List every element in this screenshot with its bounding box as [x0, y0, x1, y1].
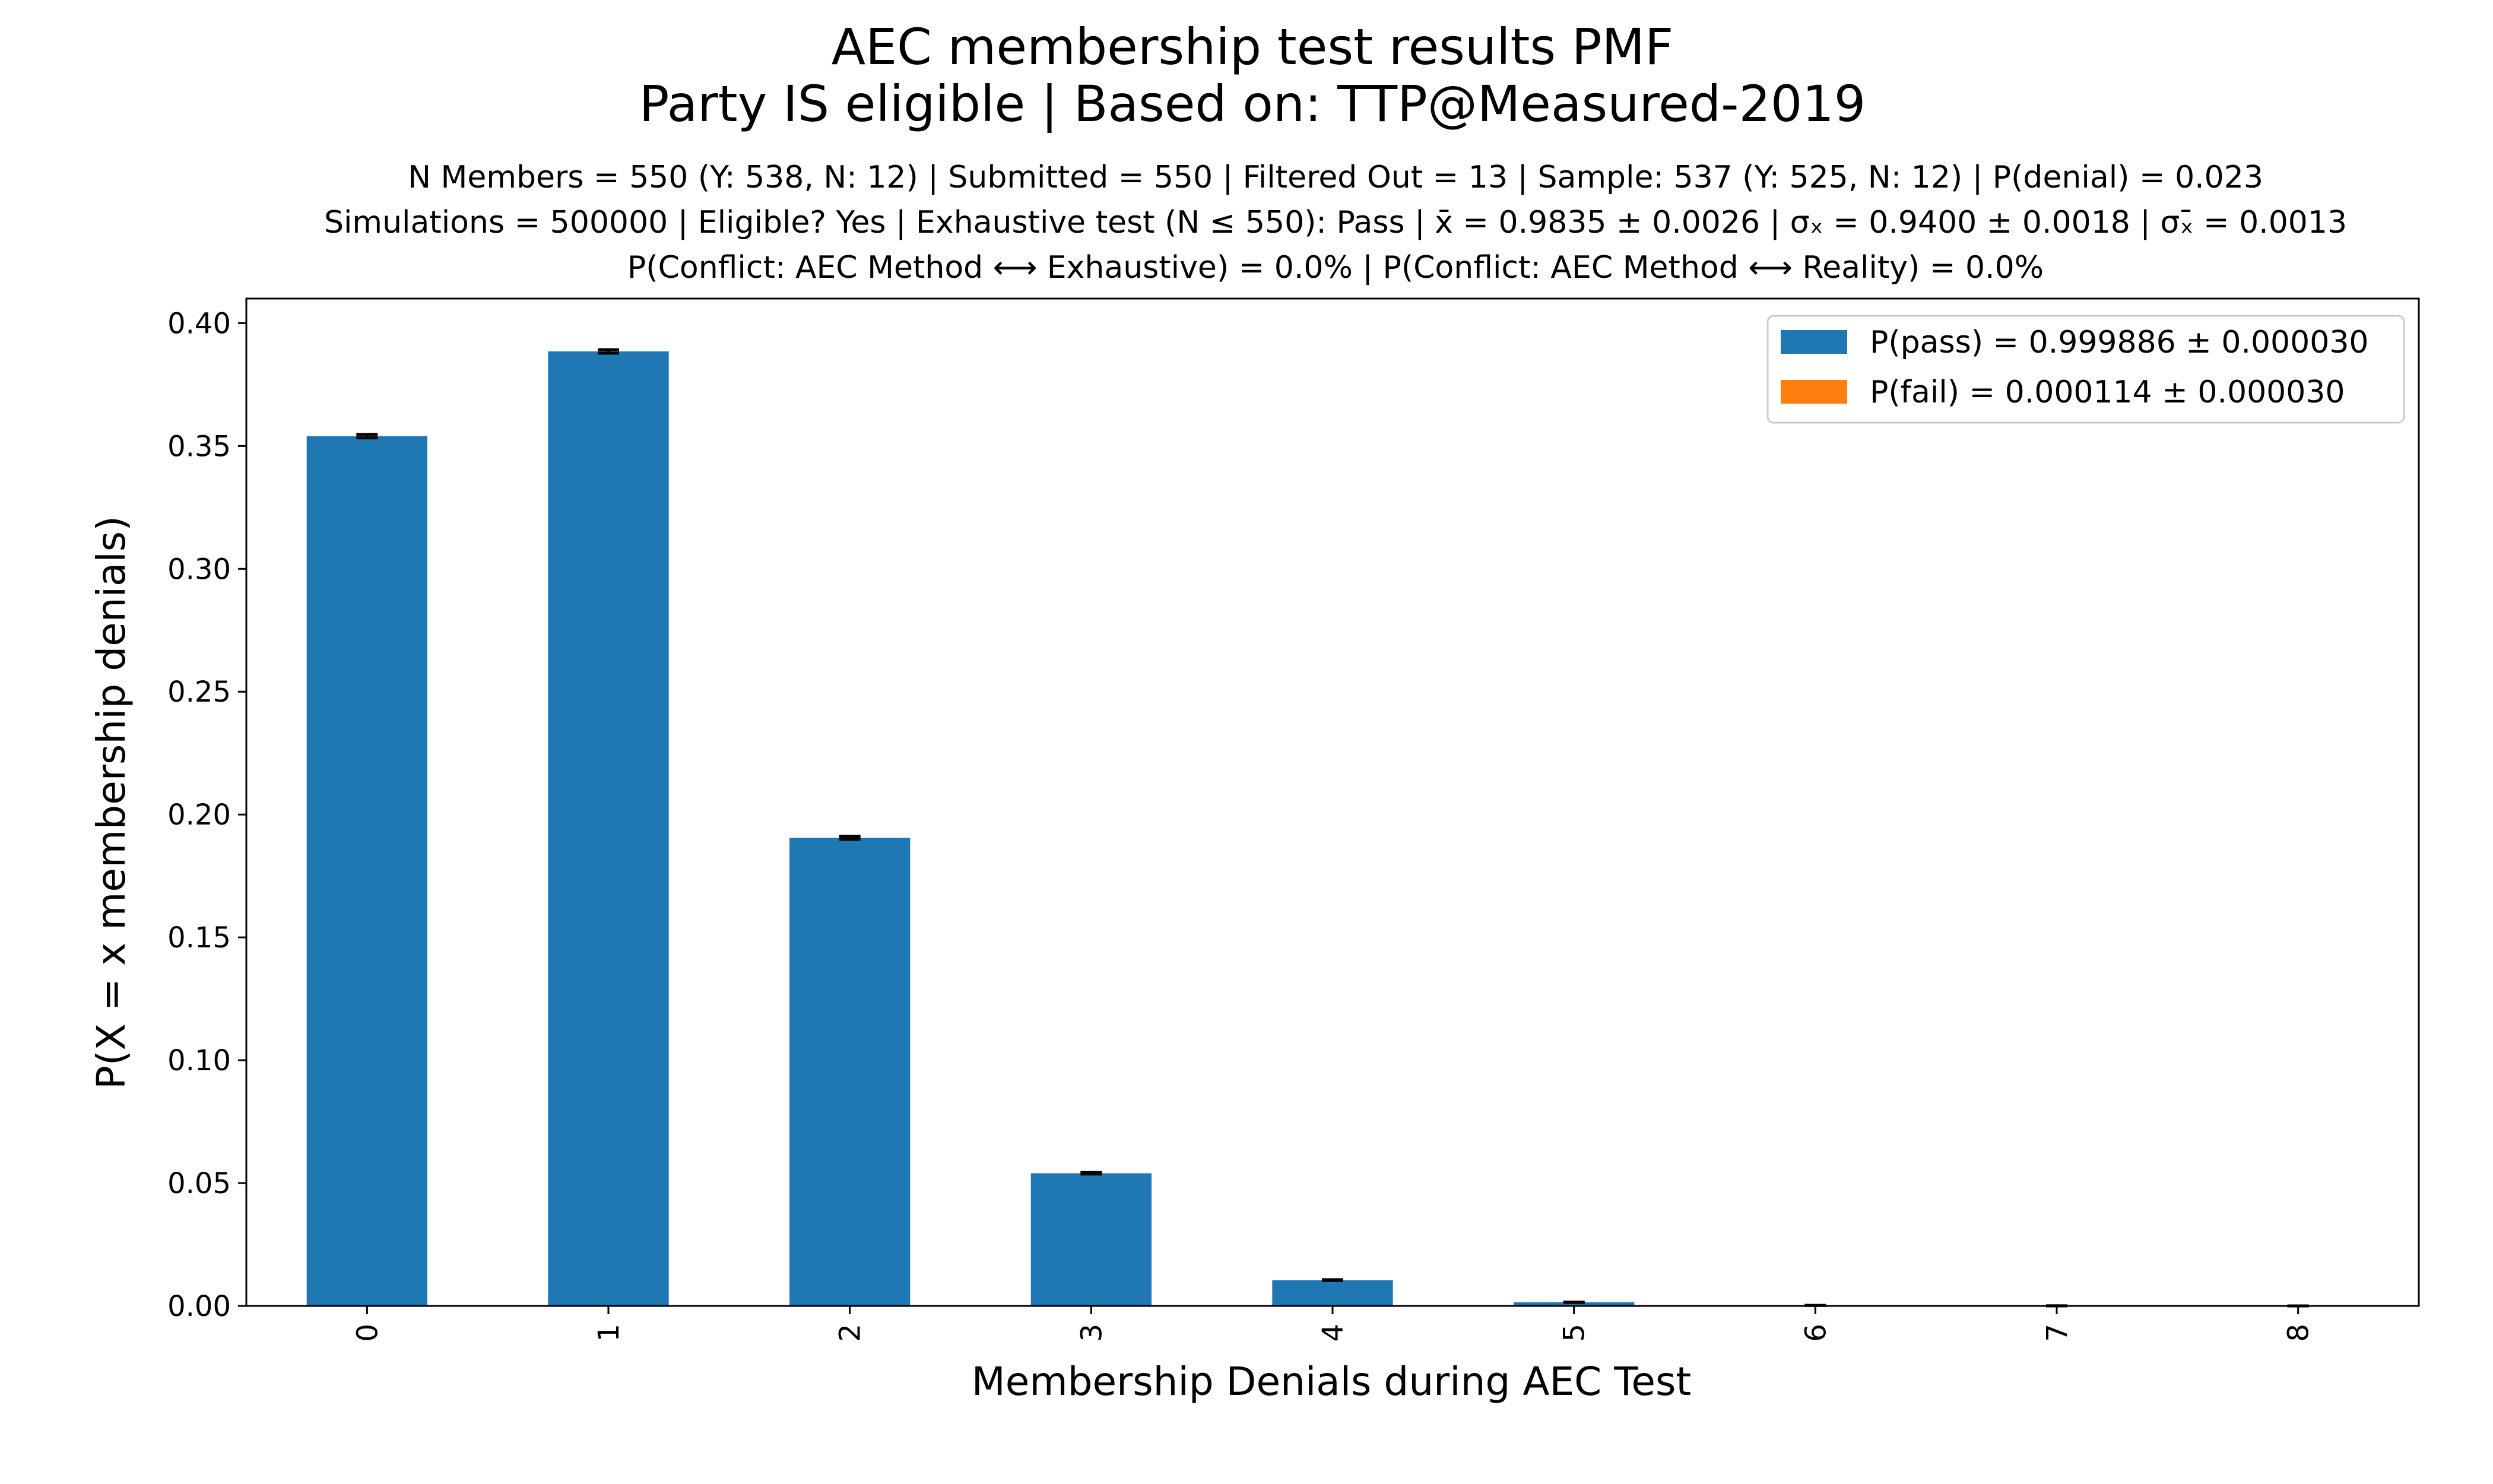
legend-label-pass: P(pass) = 0.999886 ± 0.000030	[1870, 325, 2368, 360]
chart-subtitle-line-2: Simulations = 500000 | Eligible? Yes | E…	[324, 205, 2347, 240]
y-tick-label-0.05: 0.05	[167, 1167, 231, 1200]
y-tick-label-0.40: 0.40	[167, 307, 231, 340]
x-tick-label-7: 7	[2041, 1324, 2074, 1342]
error-bar-2	[839, 835, 861, 841]
chart-title: AEC membership test results PMF	[832, 18, 1674, 76]
chart-subtitle-line-3: P(Conflict: AEC Method ⟷ Exhaustive) = 0…	[627, 250, 2044, 286]
bar-1	[548, 351, 669, 1306]
y-tick-label-0.20: 0.20	[167, 798, 231, 832]
error-bar-0	[356, 433, 378, 440]
x-tick-label-5: 5	[1558, 1324, 1591, 1342]
y-axis-label: P(X = x membership denials)	[88, 516, 134, 1089]
legend: P(pass) = 0.999886 ± 0.000030 P(fail) = …	[1766, 315, 2405, 424]
x-tick-label-1: 1	[592, 1324, 626, 1342]
error-bar-1	[598, 348, 619, 355]
bar-4	[1272, 1280, 1393, 1306]
x-axis: 0 1 2 3 4 5 6 7 8	[351, 1306, 2316, 1342]
x-tick-label-3: 3	[1075, 1324, 1108, 1342]
x-tick-label-4: 4	[1317, 1324, 1350, 1342]
x-tick-label-8: 8	[2282, 1324, 2316, 1342]
x-tick-label-0: 0	[351, 1324, 384, 1342]
chart-subtitle-line-1: N Members = 550 (Y: 538, N: 12) | Submit…	[408, 160, 2263, 195]
bar-2	[789, 838, 911, 1306]
error-bar-3	[1080, 1171, 1102, 1176]
legend-swatch-fail	[1781, 380, 1847, 404]
bar-5	[1514, 1302, 1635, 1306]
bar-3	[1030, 1173, 1152, 1306]
y-tick-label-0.35: 0.35	[167, 430, 231, 463]
x-tick-label-6: 6	[1799, 1324, 1832, 1342]
chart-title-line2: Party IS eligible | Based on: TTP@Measur…	[639, 75, 1866, 133]
plot-frame	[245, 297, 2420, 1307]
y-tick-label-0.15: 0.15	[167, 921, 231, 955]
y-tick-label-0.10: 0.10	[167, 1044, 231, 1077]
x-tick-label-2: 2	[834, 1324, 867, 1342]
legend-box	[1766, 315, 2405, 424]
bars-group	[306, 351, 2359, 1306]
legend-swatch-pass	[1781, 330, 1847, 354]
y-tick-label-0.25: 0.25	[167, 676, 231, 709]
x-axis-label: Membership Denials during AEC Test	[972, 1359, 1691, 1404]
y-tick-label-0.30: 0.30	[167, 553, 231, 586]
legend-label-fail: P(fail) = 0.000114 ± 0.000030	[1870, 375, 2345, 410]
y-axis: 0.00 0.05 0.10 0.15 0.20 0.25 0.30 0.35 0.40	[167, 307, 246, 1323]
y-tick-label-0.00: 0.00	[167, 1290, 231, 1323]
bar-0	[306, 436, 427, 1306]
